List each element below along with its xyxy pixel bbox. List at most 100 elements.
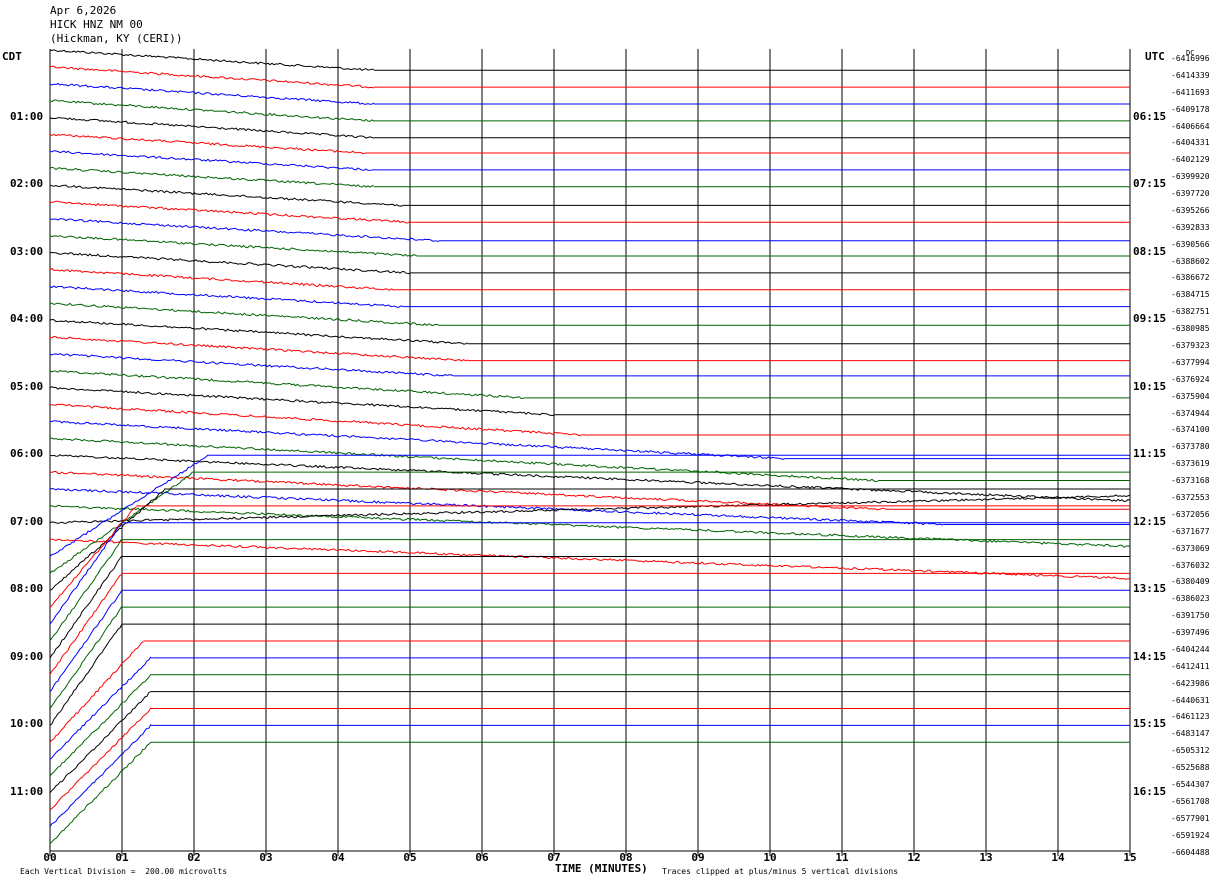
left-timezone: CDT xyxy=(2,50,22,63)
dc-offset-label: -6375904 xyxy=(1171,391,1210,401)
dc-offset-label: -6379323 xyxy=(1171,341,1210,351)
dc-offset-label: -6373168 xyxy=(1171,476,1210,486)
trace-row xyxy=(49,218,439,242)
dc-offset-label: -6374100 xyxy=(1171,425,1210,435)
trace-row xyxy=(49,623,123,726)
x-tick-label: 03 xyxy=(259,851,273,864)
dc-offset-label: -6591924 xyxy=(1171,830,1210,840)
trace-row xyxy=(49,589,123,692)
x-tick-label: 12 xyxy=(907,851,921,864)
dc-offset-label: -6372553 xyxy=(1171,492,1210,502)
trace-row xyxy=(49,605,123,709)
trace-row xyxy=(50,420,785,460)
dc-offset-label: -6388602 xyxy=(1171,256,1210,266)
x-axis-label: TIME (MINUTES) xyxy=(555,862,648,875)
trace-row xyxy=(49,82,375,105)
trace-row xyxy=(49,488,944,526)
trace-row xyxy=(49,573,123,675)
dc-offset-label: -6423986 xyxy=(1171,678,1210,688)
dc-offset-label: -6483147 xyxy=(1171,729,1210,739)
right-time-label: 16:15 xyxy=(1133,784,1167,798)
left-time-label: 09:00 xyxy=(10,649,44,663)
dc-offset-label: -6404331 xyxy=(1171,138,1210,148)
x-tick-label: 15 xyxy=(1123,851,1137,864)
trace-row xyxy=(49,506,137,608)
left-time-label: 02:00 xyxy=(10,177,44,191)
dc-offset-label: -6416996 xyxy=(1171,54,1210,63)
left-time-label: 01:00 xyxy=(10,109,44,123)
dc-offset-label: -6390566 xyxy=(1171,239,1210,249)
dc-offset-label: -6440631 xyxy=(1171,695,1210,705)
left-time-label: 08:00 xyxy=(10,582,44,596)
right-time-label: 09:15 xyxy=(1133,312,1167,326)
dc-offset-label: -6397720 xyxy=(1171,189,1210,199)
x-tick-label: 01 xyxy=(115,851,129,864)
dc-offset-label: -6372056 xyxy=(1171,509,1210,519)
left-time-label: 03:00 xyxy=(10,244,44,258)
dc-offset-label: -6386672 xyxy=(1171,273,1210,283)
trace-row xyxy=(49,437,879,483)
trace-row xyxy=(49,555,123,659)
trace-row xyxy=(49,403,584,437)
dc-offset-label: -6391750 xyxy=(1171,611,1210,621)
trace-row xyxy=(49,370,526,400)
trace-row xyxy=(49,302,439,327)
dc-offset-label: -6577901 xyxy=(1171,813,1210,823)
footer-clip: Traces clipped at plus/minus 5 vertical … xyxy=(662,867,899,876)
trace-row xyxy=(49,353,454,377)
trace-row xyxy=(49,386,555,417)
trace-row xyxy=(49,538,1131,580)
trace-row xyxy=(49,117,375,139)
dc-offset-label: -6395266 xyxy=(1171,205,1210,215)
right-time-label: 07:15 xyxy=(1133,177,1167,191)
dc-offset-label: -6373619 xyxy=(1171,459,1210,469)
dc-offset-label: -6411693 xyxy=(1171,87,1210,97)
right-time-label: 10:15 xyxy=(1133,379,1167,393)
dc-offset-label: -6414339 xyxy=(1171,70,1210,80)
x-tick-label: 07 xyxy=(547,851,561,864)
x-tick-label: 06 xyxy=(475,851,489,864)
dc-offset-label: -6561708 xyxy=(1171,796,1210,806)
dc-offset-label: -6409178 xyxy=(1171,104,1210,114)
trace-row xyxy=(49,691,152,794)
dc-offset-label: -6373069 xyxy=(1171,543,1210,553)
trace-row xyxy=(49,150,375,171)
dc-offset-label: -6371677 xyxy=(1171,526,1210,536)
dc-offset-label: -6399920 xyxy=(1171,172,1210,182)
trace-row xyxy=(49,471,886,511)
left-time-label: 06:00 xyxy=(10,447,44,461)
dc-offset-label: -6384715 xyxy=(1171,290,1210,300)
trace-row xyxy=(49,184,403,207)
trace-row xyxy=(49,454,1131,503)
trace-row xyxy=(49,166,375,188)
trace-row xyxy=(49,538,123,642)
dc-offset-label: -6604488 xyxy=(1171,847,1210,857)
dc-offset-label: -6412411 xyxy=(1171,661,1210,671)
header-location: (Hickman, KY (CERI)) xyxy=(50,32,183,45)
trace-row xyxy=(49,454,209,557)
dc-offset-label: -6402129 xyxy=(1171,155,1210,165)
left-time-label: 07:00 xyxy=(10,514,44,528)
left-time-label: 10:00 xyxy=(10,717,44,731)
dc-offset-label: -6406664 xyxy=(1171,121,1210,131)
right-time-label: 08:15 xyxy=(1133,244,1167,258)
dc-offset-label: -6380985 xyxy=(1171,324,1210,334)
trace-row xyxy=(49,235,418,257)
dc-offset-label: -6377994 xyxy=(1171,357,1210,367)
x-tick-label: 04 xyxy=(331,851,345,864)
right-time-label: 15:15 xyxy=(1133,717,1167,731)
trace-row xyxy=(49,504,1131,548)
trace-row xyxy=(49,641,144,743)
trace-row xyxy=(49,707,152,811)
x-tick-label: 02 xyxy=(187,851,201,864)
dc-offset-label: -6397496 xyxy=(1171,628,1210,638)
dc-offset-label: -6386023 xyxy=(1171,594,1210,604)
right-time-label: 14:15 xyxy=(1133,649,1167,663)
trace-row xyxy=(49,267,396,291)
x-tick-label: 00 xyxy=(43,851,57,864)
right-time-label: 12:15 xyxy=(1133,514,1167,528)
trace-row xyxy=(49,285,403,308)
dc-offset-label: -6373780 xyxy=(1171,442,1210,452)
x-tick-label: 10 xyxy=(763,851,777,864)
